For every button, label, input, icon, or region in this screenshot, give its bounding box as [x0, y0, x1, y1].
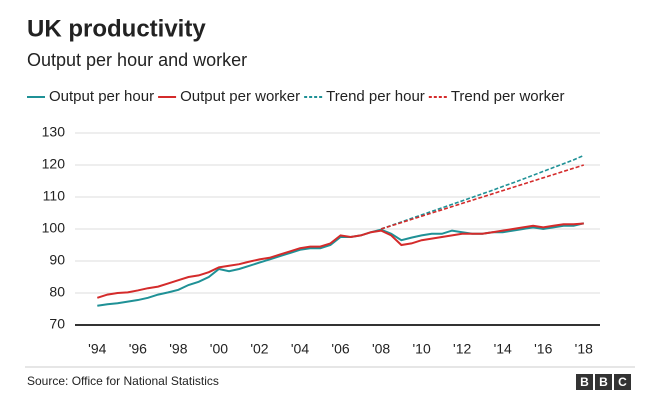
x-tick-label: '10 — [412, 341, 430, 357]
x-tick-label: '14 — [494, 341, 512, 357]
y-tick-label: 80 — [49, 284, 65, 300]
legend-label: Trend per hour — [326, 88, 425, 105]
x-tick-label: '98 — [169, 341, 187, 357]
logo-letter: C — [618, 375, 627, 389]
x-tick-label: '04 — [291, 341, 309, 357]
y-tick-label: 70 — [49, 316, 65, 332]
y-tick-label: 100 — [42, 220, 66, 236]
series-line — [96, 222, 584, 299]
series-line — [380, 154, 585, 230]
logo-letter: B — [599, 375, 608, 389]
y-tick-label: 110 — [43, 188, 66, 204]
x-tick-label: '16 — [534, 341, 552, 357]
x-tick-label: '94 — [88, 341, 106, 357]
legend-label: Trend per worker — [451, 88, 565, 105]
logo-box — [614, 374, 631, 390]
logo-letter: B — [580, 375, 589, 389]
y-tick-label: 120 — [42, 156, 66, 172]
chart-subtitle: Output per hour and worker — [27, 50, 247, 70]
legend-label: Output per hour — [49, 88, 154, 105]
series-line — [97, 222, 585, 307]
x-tick-label: '12 — [453, 341, 471, 357]
x-tick-label: '00 — [210, 341, 228, 357]
x-tick-label: '02 — [250, 341, 268, 357]
source: Source: Office for National Statistics — [27, 374, 219, 388]
x-tick-label: '96 — [129, 341, 147, 357]
logo-box — [576, 374, 593, 390]
x-tick-label: '18 — [575, 341, 593, 357]
x-tick-label: '06 — [331, 341, 349, 357]
series-line — [380, 164, 585, 230]
y-tick-label: 130 — [42, 124, 66, 140]
chart-title: UK productivity — [27, 15, 206, 42]
y-tick-label: 90 — [49, 252, 65, 268]
legend-label: Output per worker — [180, 88, 300, 105]
logo-box — [595, 374, 612, 390]
x-tick-label: '08 — [372, 341, 390, 357]
